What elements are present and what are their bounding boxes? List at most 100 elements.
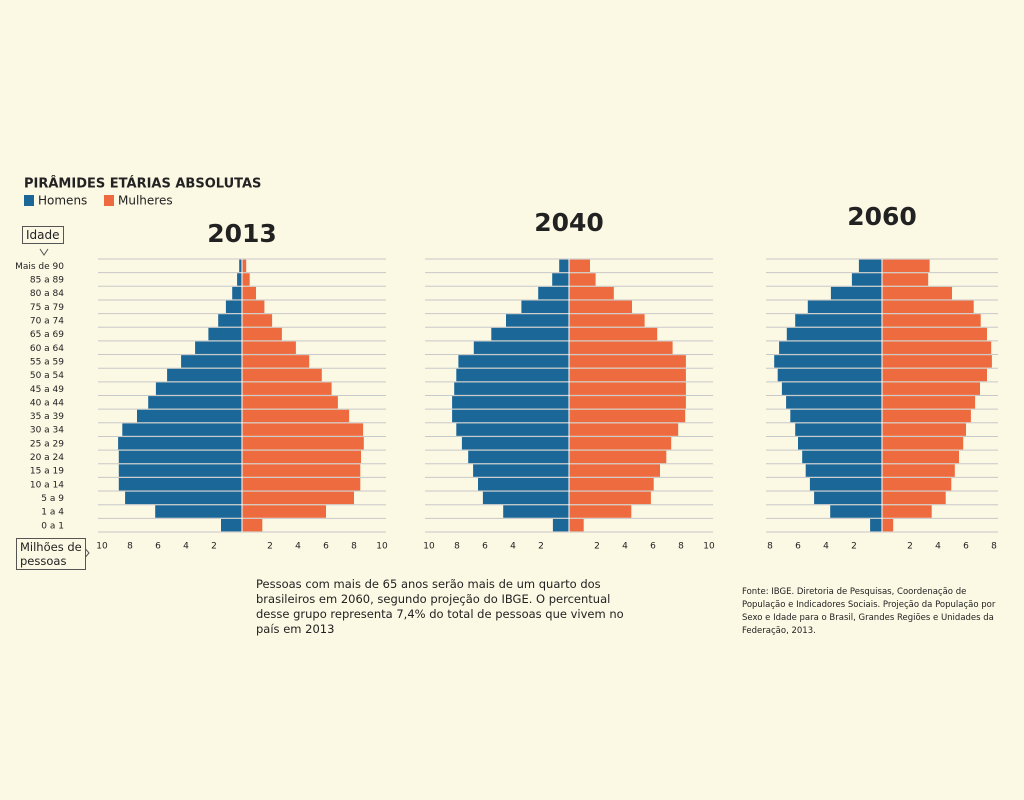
bar: [122, 423, 242, 436]
y-tick-label: 35 a 39: [30, 412, 64, 422]
x-tick-label: 6: [650, 542, 656, 552]
bar: [569, 464, 660, 477]
x-tick-label: 6: [323, 542, 329, 552]
bar: [882, 464, 955, 477]
bar: [118, 464, 242, 477]
bar: [242, 327, 282, 341]
bar: [882, 300, 974, 313]
bar: [569, 396, 686, 409]
x-tick-label: 8: [767, 542, 773, 552]
bar: [552, 518, 569, 532]
y-tick-label: 0 a 1: [41, 521, 64, 531]
bar: [242, 396, 338, 409]
y-tick-label: 15 a 19: [30, 467, 64, 477]
bar: [882, 327, 987, 341]
age-label: Idade: [22, 226, 64, 244]
bar: [858, 259, 882, 273]
bar: [830, 286, 882, 300]
x-tick-label: 4: [510, 542, 516, 552]
legend-label: Mulheres: [118, 194, 173, 208]
y-tick-label: 40 a 44: [30, 398, 64, 408]
bar: [468, 450, 569, 464]
x-tick-label: 8: [351, 542, 357, 552]
bar: [218, 314, 242, 327]
bar: [242, 273, 250, 286]
bar: [503, 505, 569, 518]
y-tick-label: 70 a 74: [30, 317, 64, 327]
bar: [118, 437, 242, 450]
legend-swatch: [104, 195, 114, 206]
bar: [242, 478, 361, 491]
y-tick-label: 65 a 69: [30, 330, 64, 340]
legend-label: Homens: [38, 194, 87, 208]
bar: [239, 259, 242, 273]
bar: [242, 368, 322, 382]
bar: [242, 341, 296, 354]
bar: [242, 355, 310, 368]
bar: [148, 396, 242, 409]
bar: [482, 491, 569, 505]
y-tick-label: 85 a 89: [30, 276, 64, 286]
bar: [242, 300, 265, 313]
x-tick-label: 10: [96, 542, 108, 552]
bar: [569, 450, 667, 464]
chart-title: PIRÂMIDES ETÁRIAS ABSOLUTAS: [24, 176, 261, 192]
y-tick-label: 45 a 49: [30, 385, 64, 395]
bar: [882, 355, 992, 368]
y-tick-label: 5 a 9: [41, 494, 64, 504]
bar: [830, 505, 882, 518]
bar: [538, 286, 569, 300]
bar: [461, 437, 569, 450]
bar: [569, 368, 686, 382]
x-tick-label: 8: [127, 542, 133, 552]
bar: [805, 464, 882, 477]
bar: [774, 355, 882, 368]
bar: [452, 396, 569, 409]
bar: [473, 341, 569, 354]
bar: [795, 423, 882, 436]
x-tick-label: 2: [211, 542, 217, 552]
bar: [242, 505, 326, 518]
bar: [225, 300, 242, 313]
panel-title: 2013: [207, 219, 277, 248]
bar: [882, 382, 980, 395]
x-tick-label: 6: [795, 542, 801, 552]
bar: [491, 327, 569, 341]
bar: [569, 314, 645, 327]
bar: [237, 273, 242, 286]
bar: [242, 491, 354, 505]
bar: [569, 286, 614, 300]
bar: [777, 368, 882, 382]
bar: [559, 259, 569, 273]
bar: [569, 382, 686, 395]
x-tick-label: 8: [454, 542, 460, 552]
bar: [882, 273, 929, 286]
bar: [882, 259, 930, 273]
bar: [521, 300, 569, 313]
bar: [478, 478, 569, 491]
bar: [118, 478, 242, 491]
bar: [452, 409, 569, 423]
x-tick-label: 2: [267, 542, 273, 552]
bar: [569, 355, 686, 368]
panel-title: 2060: [847, 202, 917, 231]
bar: [851, 273, 882, 286]
bar: [181, 355, 242, 368]
bar: [552, 273, 569, 286]
bar: [569, 259, 590, 273]
bar: [506, 314, 569, 327]
y-tick-label: 55 a 59: [30, 357, 64, 367]
bar: [569, 478, 654, 491]
panel-title: 2040: [534, 208, 604, 237]
y-tick-label: 30 a 34: [30, 426, 64, 436]
bar: [221, 518, 242, 532]
x-tick-label: 2: [851, 542, 857, 552]
x-tick-label: 4: [935, 542, 941, 552]
pointer: [39, 248, 49, 256]
bar: [569, 273, 596, 286]
bar: [242, 450, 361, 464]
bar: [242, 286, 256, 300]
x-tick-label: 2: [538, 542, 544, 552]
bar: [125, 491, 242, 505]
